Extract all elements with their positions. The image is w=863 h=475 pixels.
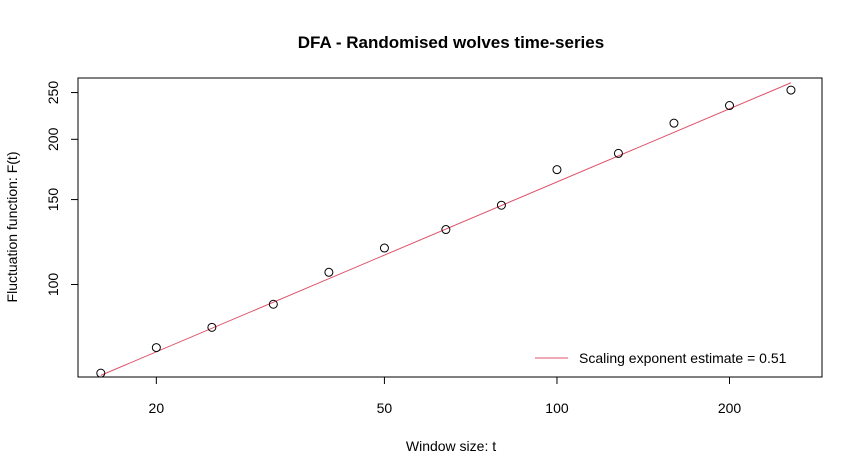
- x-axis-label: Window size: t: [406, 438, 496, 454]
- legend-label: Scaling exponent estimate = 0.51: [579, 350, 787, 366]
- y-axis: 100 150 200 250: [45, 81, 79, 297]
- y-tick-label: 150: [45, 188, 61, 212]
- data-point: [552, 165, 562, 175]
- x-tick-label: 20: [149, 400, 165, 416]
- chart-title: DFA - Randomised wolves time-series: [298, 33, 604, 52]
- data-point: [441, 225, 451, 235]
- x-tick-label: 200: [718, 400, 742, 416]
- x-tick-label: 100: [545, 400, 569, 416]
- y-tick-label: 200: [45, 127, 61, 151]
- data-points: [96, 85, 796, 378]
- data-point: [324, 267, 334, 277]
- data-point: [268, 299, 278, 309]
- x-axis: 20 50 100 200: [149, 376, 742, 416]
- data-point: [379, 243, 389, 253]
- data-point: [725, 101, 735, 111]
- data-point: [96, 368, 106, 378]
- y-tick-label: 250: [45, 81, 61, 105]
- x-tick-label: 50: [377, 400, 393, 416]
- data-point: [613, 148, 623, 158]
- fit-line: [100, 82, 792, 376]
- data-point: [786, 85, 796, 95]
- data-point: [151, 343, 161, 353]
- data-point: [496, 200, 506, 210]
- y-axis-label: Fluctuation function: F(t): [4, 152, 20, 303]
- legend: Scaling exponent estimate = 0.51: [535, 350, 787, 366]
- data-point: [669, 118, 679, 128]
- fit-line-group: [100, 82, 792, 376]
- data-point: [207, 322, 217, 332]
- y-tick-label: 100: [45, 273, 61, 297]
